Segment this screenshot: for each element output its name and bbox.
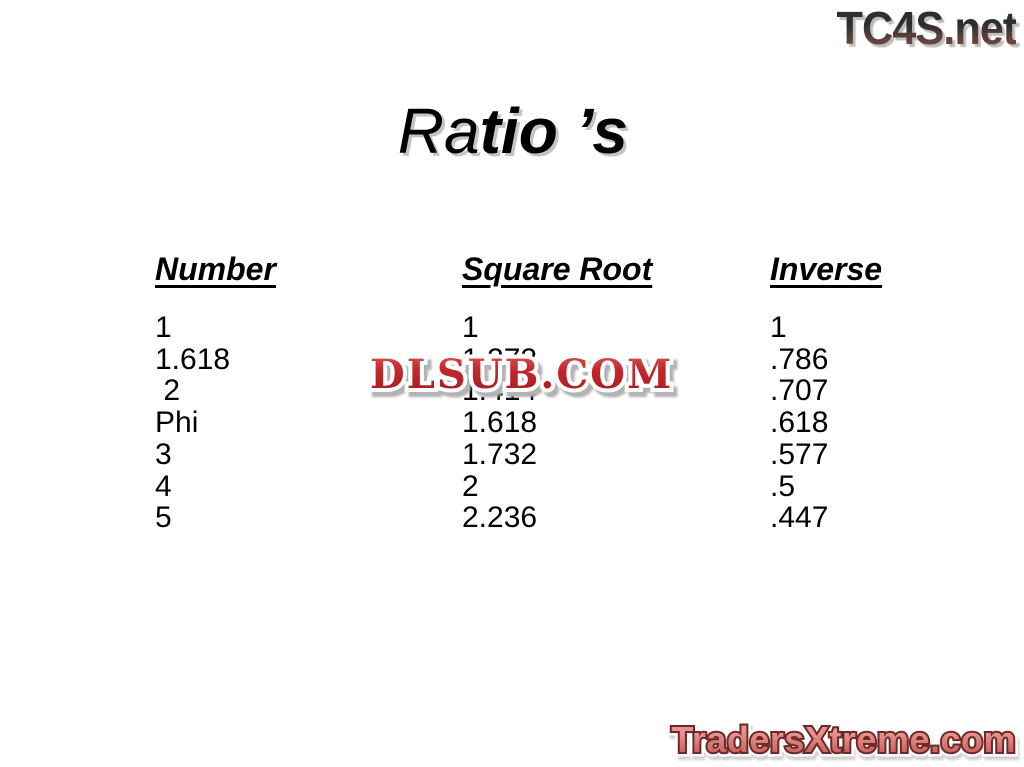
table-cell: 2 <box>155 374 181 408</box>
table-cell: .5 <box>770 469 796 503</box>
table-cell: .577 <box>770 437 829 471</box>
tc4s-logo-shadow: TC4S.net <box>839 7 1020 55</box>
dlsub-watermark: DLSUB.COM DLSUB.COM DLSUB.COM <box>366 348 679 407</box>
column-cells-inverse: 1 .786 .707 .618 .577 .5 .447 <box>770 312 882 534</box>
table-cell: .618 <box>770 406 829 440</box>
tradersxtreme-logo-dark-outline: TradersXtreme.com <box>669 717 1017 762</box>
table-column-number: Number 1 1.618 2 Phi 3 4 5 <box>155 251 276 534</box>
tradersxtreme-logo-text: TradersXtreme.com <box>671 719 1016 760</box>
title-part-1: Ra <box>397 95 480 167</box>
dlsub-watermark-shadow: DLSUB.COM <box>370 353 679 407</box>
table-cell: 1 <box>155 311 172 344</box>
title-part-2: tio <box>479 95 558 167</box>
table-cell: 2.236 <box>462 501 538 535</box>
table-cell: 1 <box>462 311 479 344</box>
table-cell: 1.414 <box>462 375 652 407</box>
title-part-3: ’s <box>557 95 628 167</box>
table-cell: 1.618 <box>155 342 231 376</box>
table-column-inverse: Inverse 1 .786 .707 .618 .577 .5 .447 <box>770 251 882 534</box>
table-cell: .786 <box>770 342 829 376</box>
column-header-square-root: Square Root <box>462 251 653 287</box>
column-header-inverse: Inverse <box>770 251 883 287</box>
dlsub-watermark-outline: DLSUB.COM <box>366 348 675 402</box>
column-header-number: Number <box>155 251 276 287</box>
column-cells-number: 1 1.618 2 Phi 3 4 5 <box>155 312 276 534</box>
tradersxtreme-logo-white-outline: TradersXtreme.com <box>667 715 1020 765</box>
table-cell: 1.618 <box>462 406 538 440</box>
table-cell: Phi <box>155 406 199 440</box>
tc4s-logo: TC4S.net TC4S.net <box>836 2 1020 55</box>
table-column-square-root: Square Root 1 1.272 1.414 1.618 1.732 2 … <box>462 251 652 534</box>
table-cell: 5 <box>155 501 172 535</box>
table-cell: .707 <box>770 374 829 408</box>
table-cell: 1.272 <box>462 344 652 376</box>
table-cell: .447 <box>770 501 829 535</box>
page-title: Ratio ’s <box>0 32 990 164</box>
table-cell: 1.732 <box>462 437 538 471</box>
table-cell: 4 <box>155 469 172 503</box>
tc4s-logo-text: TC4S.net <box>836 2 1017 54</box>
tradersxtreme-logo: TradersXtreme.com TradersXtreme.com Trad… <box>667 715 1022 767</box>
dlsub-watermark-text: DLSUB.COM <box>370 351 674 398</box>
table-cell: 2 <box>462 469 479 503</box>
table-cell: 3 <box>155 437 172 471</box>
tradersxtreme-logo-shadow: TradersXtreme.com <box>669 719 1021 767</box>
column-cells-square-root: 1 1.272 1.414 1.618 1.732 2 2.236 <box>462 312 652 534</box>
table-cell: 1 <box>770 311 787 344</box>
